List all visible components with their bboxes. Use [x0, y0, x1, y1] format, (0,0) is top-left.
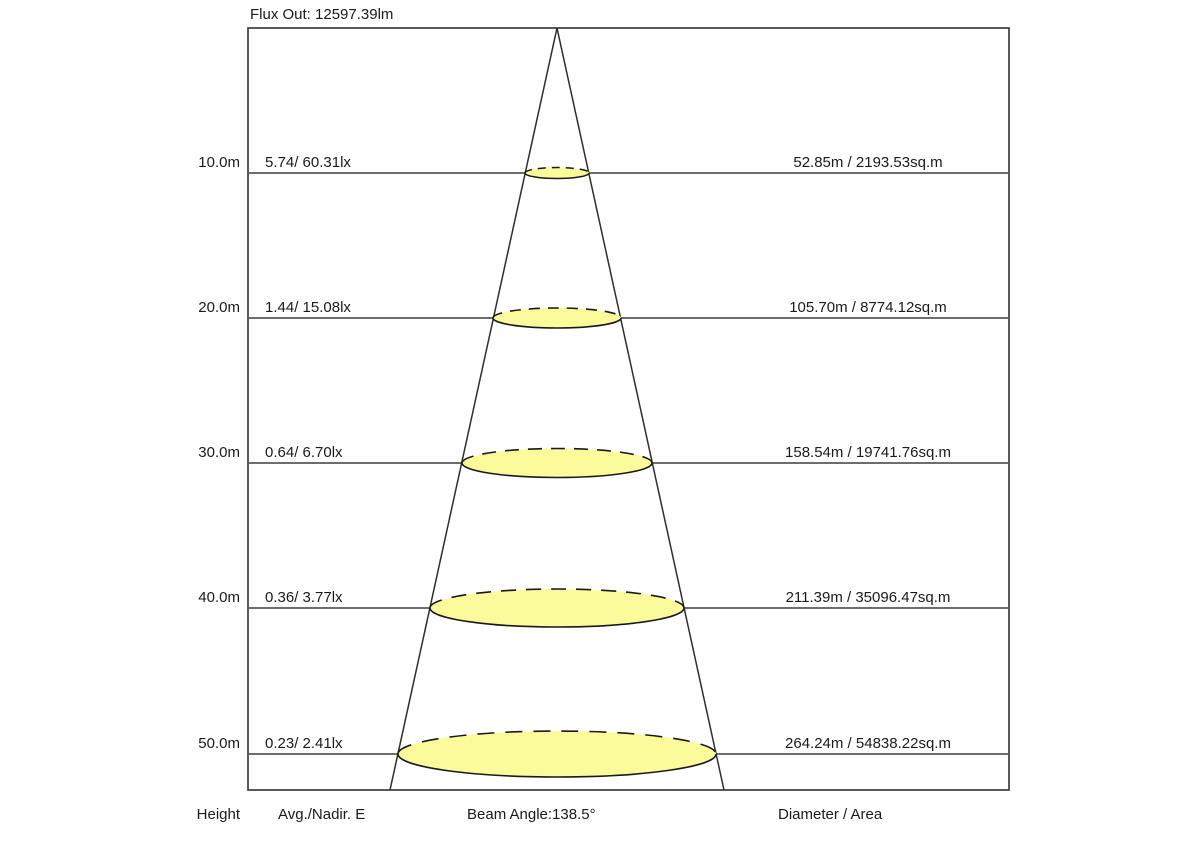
- diagram-frame: [247, 27, 1010, 791]
- diameter-area-value-40m: 211.39m / 35096.47sq.m: [785, 589, 951, 606]
- avg-nadir-value-30m: 0.64/ 6.70lx: [265, 444, 343, 461]
- height-label-10m: 10.0m: [198, 154, 240, 171]
- avg-nadir-value-40m: 0.36/ 3.77lx: [265, 589, 343, 606]
- footprint-ellipse-10m: [524, 166, 590, 180]
- height-label-20m: 20.0m: [198, 299, 240, 316]
- footer-diameter-area-label: Diameter / Area: [778, 806, 883, 823]
- diameter-area-value-10m: 52.85m / 2193.53sq.m: [793, 154, 943, 171]
- height-label-30m: 30.0m: [198, 444, 240, 461]
- footprint-ellipse-30m: [461, 447, 653, 479]
- footer-height-label: Height: [196, 806, 240, 823]
- height-label-50m: 50.0m: [198, 735, 240, 752]
- diameter-area-value-30m: 158.54m / 19741.76sq.m: [785, 444, 951, 461]
- avg-nadir-value-20m: 1.44/ 15.08lx: [265, 299, 351, 316]
- diameter-area-value-20m: 105.70m / 8774.12sq.m: [789, 299, 947, 316]
- height-label-40m: 40.0m: [198, 589, 240, 606]
- footprint-ellipse-50m: [397, 730, 717, 778]
- avg-nadir-value-10m: 5.74/ 60.31lx: [265, 154, 351, 171]
- beam-footprints: [397, 166, 717, 778]
- footer-avg-nadir-label: Avg./Nadir. E: [278, 806, 366, 823]
- diameter-area-value-50m: 264.24m / 54838.22sq.m: [785, 735, 951, 752]
- footer-beam-angle-label: Beam Angle:138.5°: [467, 806, 596, 823]
- avg-nadir-value-50m: 0.23/ 2.41lx: [265, 735, 343, 752]
- beam-cone: [389, 27, 725, 791]
- beam-cone-left-edge: [389, 27, 558, 791]
- footprint-ellipse-40m: [429, 588, 685, 628]
- footprint-ellipse-20m: [492, 307, 622, 329]
- beam-cone-right-edge: [556, 27, 725, 791]
- flux-out-title: Flux Out: 12597.39lm: [250, 6, 394, 23]
